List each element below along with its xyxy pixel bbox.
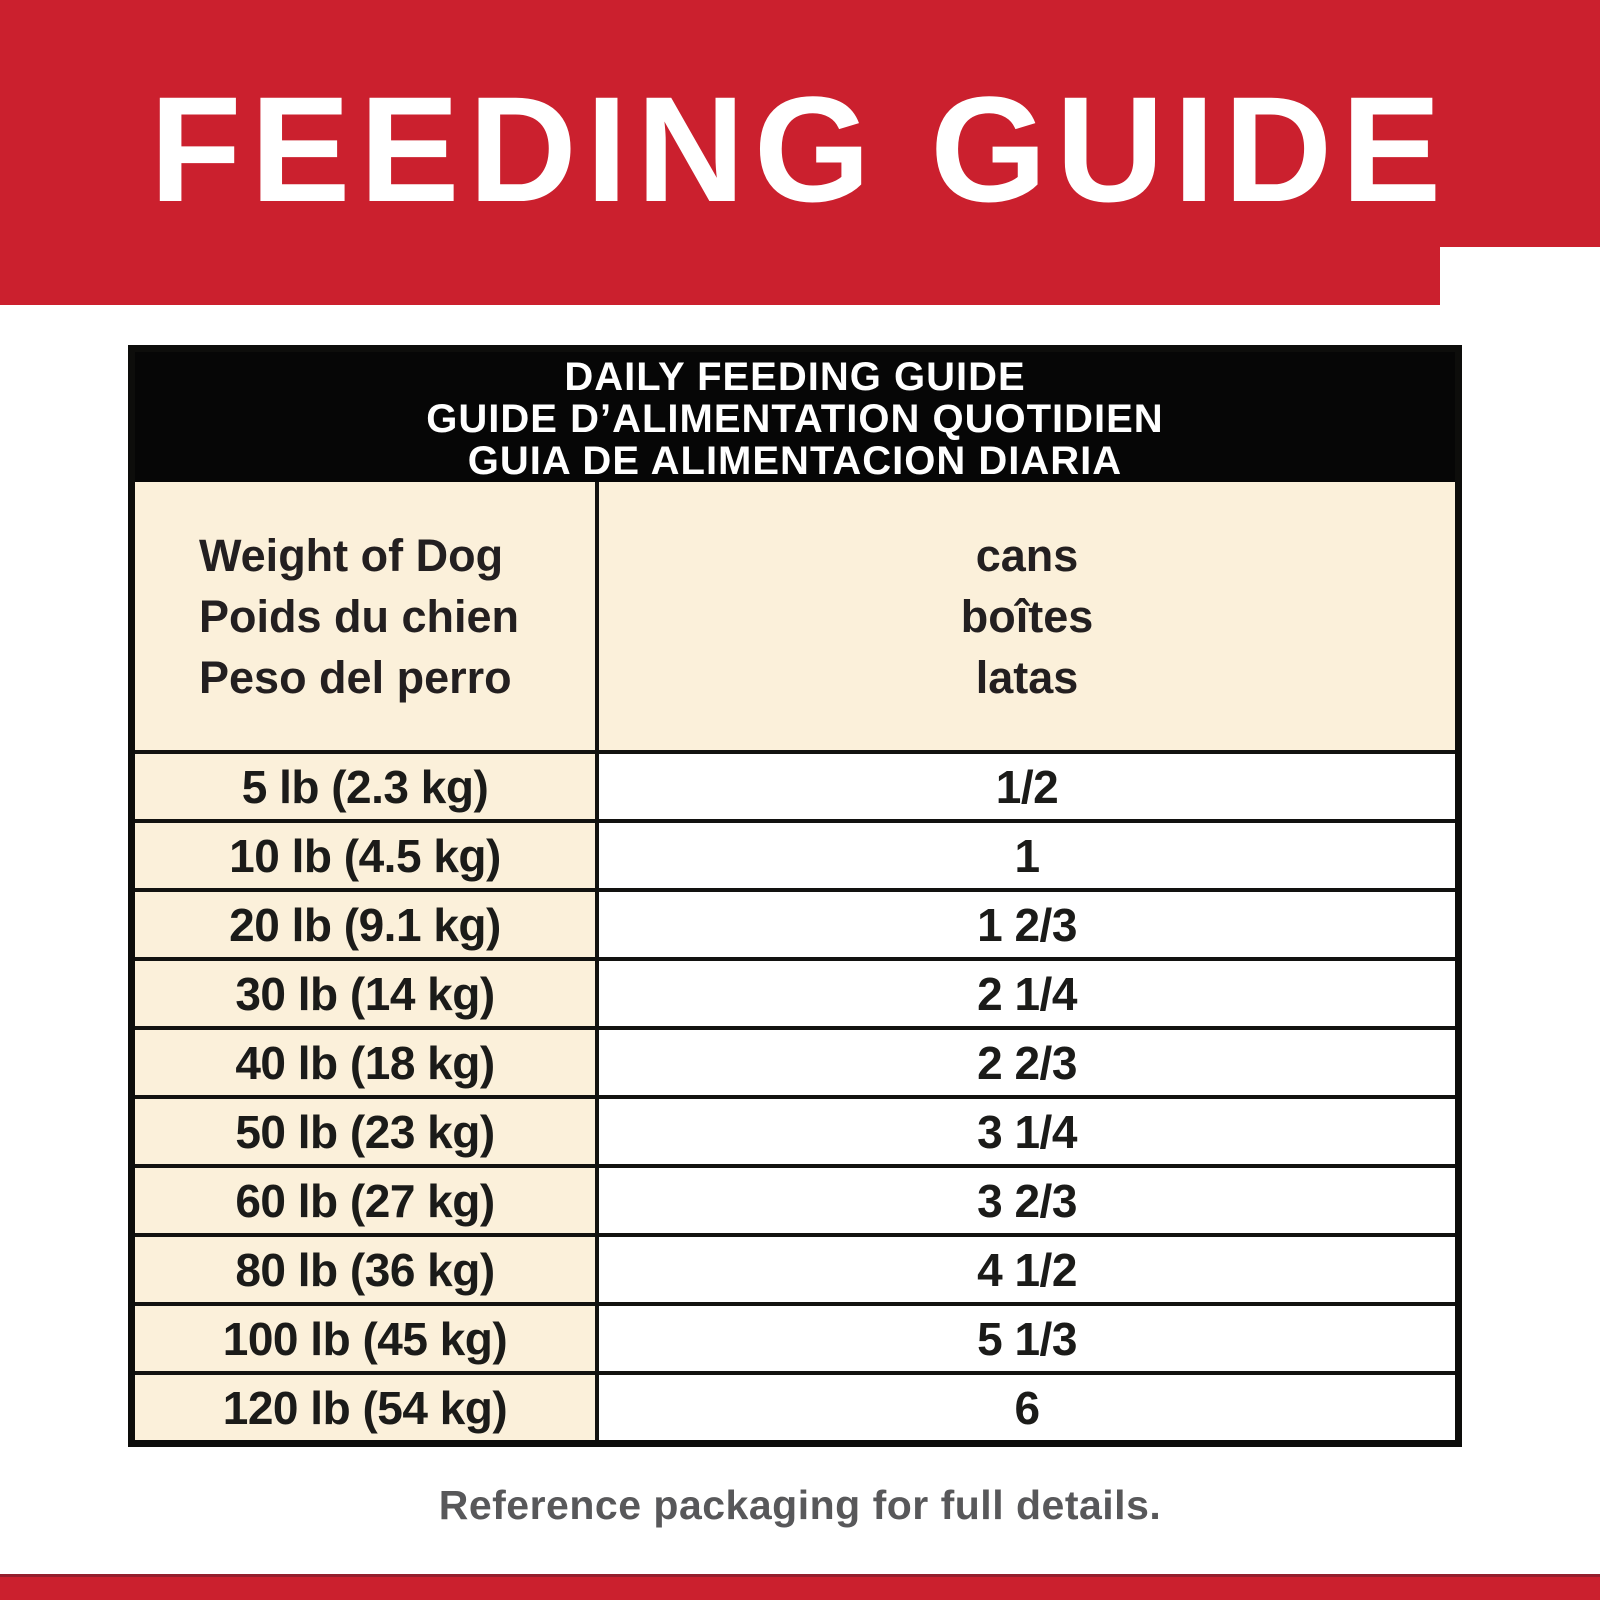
weight-cell: 20 lb (9.1 kg) — [135, 892, 599, 957]
table-title-line-en: DAILY FEEDING GUIDE — [564, 355, 1026, 399]
table-title: DAILY FEEDING GUIDE GUIDE D’ALIMENTATION… — [135, 352, 1455, 482]
cans-cell: 6 — [599, 1375, 1455, 1440]
table-row: 100 lb (45 kg) 5 1/3 — [135, 1302, 1455, 1371]
table-row: 80 lb (36 kg) 4 1/2 — [135, 1233, 1455, 1302]
table-row: 30 lb (14 kg) 2 1/4 — [135, 957, 1455, 1026]
table-row: 20 lb (9.1 kg) 1 2/3 — [135, 888, 1455, 957]
cans-cell: 1/2 — [599, 754, 1455, 819]
table-row: 60 lb (27 kg) 3 2/3 — [135, 1164, 1455, 1233]
table-row: 120 lb (54 kg) 6 — [135, 1371, 1455, 1440]
table-row: 10 lb (4.5 kg) 1 — [135, 819, 1455, 888]
cans-cell: 3 2/3 — [599, 1168, 1455, 1233]
column-header-row: Weight of Dog Poids du chien Peso del pe… — [135, 482, 1455, 750]
weight-column-header: Weight of Dog Poids du chien Peso del pe… — [135, 482, 599, 750]
weight-header-en: Weight of Dog — [199, 529, 504, 581]
cans-cell: 2 1/4 — [599, 961, 1455, 1026]
banner-corner-notch — [1440, 247, 1600, 305]
table-title-line-fr: GUIDE D’ALIMENTATION QUOTIDIEN — [426, 397, 1164, 441]
table-title-line-es: GUIA DE ALIMENTACION DIARIA — [467, 439, 1123, 483]
cans-cell: 3 1/4 — [599, 1099, 1455, 1164]
weight-cell: 100 lb (45 kg) — [135, 1306, 599, 1371]
bottom-red-strip — [0, 1574, 1600, 1600]
table-row: 40 lb (18 kg) 2 2/3 — [135, 1026, 1455, 1095]
daily-feeding-table: DAILY FEEDING GUIDE GUIDE D’ALIMENTATION… — [128, 345, 1462, 1447]
cans-column-header: cans boîtes latas — [599, 482, 1455, 750]
feeding-guide-banner: FEEDING GUIDE — [0, 0, 1600, 305]
weight-cell: 5 lb (2.3 kg) — [135, 754, 599, 819]
table-row: 5 lb (2.3 kg) 1/2 — [135, 750, 1455, 819]
cans-header-es: latas — [975, 651, 1079, 703]
cans-cell: 1 — [599, 823, 1455, 888]
weight-header-fr: Poids du chien — [199, 590, 520, 642]
weight-cell: 10 lb (4.5 kg) — [135, 823, 599, 888]
cans-header-fr: boîtes — [960, 590, 1094, 642]
weight-cell: 30 lb (14 kg) — [135, 961, 599, 1026]
cans-cell: 4 1/2 — [599, 1237, 1455, 1302]
cans-header-en: cans — [975, 529, 1079, 581]
weight-header-es: Peso del perro — [199, 651, 512, 703]
weight-cell: 50 lb (23 kg) — [135, 1099, 599, 1164]
weight-cell: 40 lb (18 kg) — [135, 1030, 599, 1095]
page-title: FEEDING GUIDE — [149, 65, 1451, 233]
cans-cell: 2 2/3 — [599, 1030, 1455, 1095]
reference-note: Reference packaging for full details. — [438, 1482, 1162, 1528]
weight-cell: 120 lb (54 kg) — [135, 1375, 599, 1440]
cans-cell: 5 1/3 — [599, 1306, 1455, 1371]
table-row: 50 lb (23 kg) 3 1/4 — [135, 1095, 1455, 1164]
weight-cell: 80 lb (36 kg) — [135, 1237, 599, 1302]
weight-cell: 60 lb (27 kg) — [135, 1168, 599, 1233]
cans-cell: 1 2/3 — [599, 892, 1455, 957]
